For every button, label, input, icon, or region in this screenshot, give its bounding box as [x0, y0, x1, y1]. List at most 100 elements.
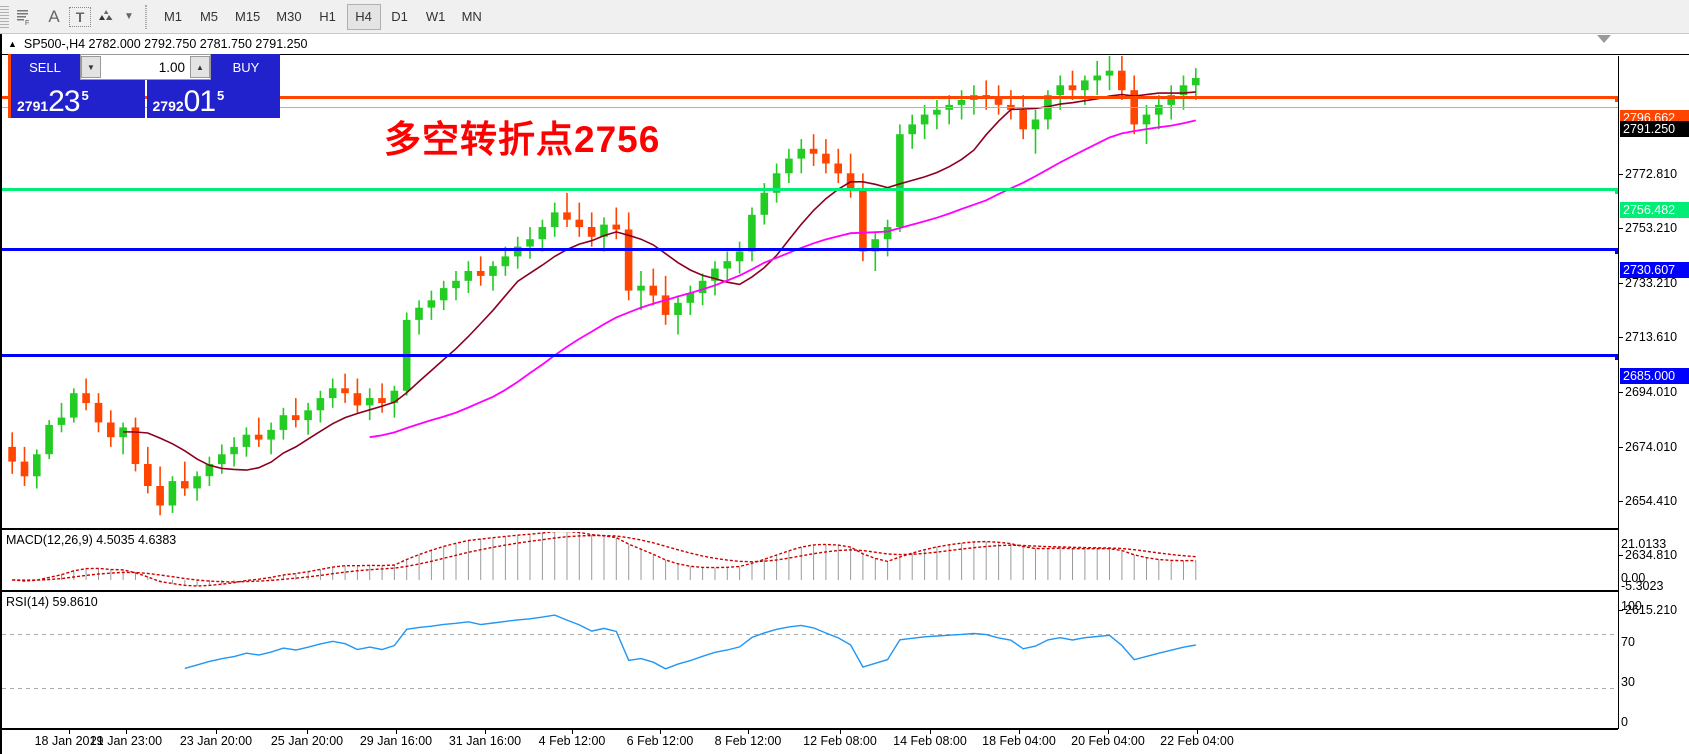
- axis-corner: [1618, 729, 1689, 754]
- sell-price-cell[interactable]: 2791 23 5: [11, 80, 145, 118]
- main-toolbar: F A T ▼ M1 M5 M15 M30 H1 H4 D1 W1 MN: [0, 0, 1689, 34]
- time-axis-label: 18 Feb 04:00: [982, 734, 1056, 748]
- time-tick-mark: [485, 730, 486, 734]
- indicator-tick: 21.0133: [1621, 537, 1667, 551]
- time-axis-label: 23 Jan 20:00: [179, 734, 253, 748]
- symbol-header: ▲ SP500-,H4 2782.000 2792.750 2781.750 2…: [2, 34, 1689, 54]
- time-axis-label: 6 Feb 12:00: [626, 734, 694, 748]
- volume-decrease-button[interactable]: ▼: [81, 56, 101, 78]
- volume-value[interactable]: 1.00: [158, 59, 185, 75]
- pivot-tag[interactable]: 2756.482: [1620, 202, 1689, 218]
- buy-price-main: 01: [183, 85, 216, 118]
- timeframe-m1[interactable]: M1: [163, 9, 183, 24]
- timeframe-h1[interactable]: H1: [319, 9, 336, 24]
- toolbar-grip[interactable]: [0, 5, 9, 28]
- time-axis-label: 31 Jan 16:00: [448, 734, 522, 748]
- price-tick: 2654.410: [1619, 494, 1689, 508]
- volume-increase-button[interactable]: ▲: [190, 56, 210, 78]
- time-axis-label: 14 Feb 08:00: [893, 734, 967, 748]
- crosshair-icon[interactable]: F: [9, 2, 39, 32]
- level-handle[interactable]: [1615, 188, 1618, 194]
- price-axis[interactable]: 2772.810 2753.210 2733.210 2713.610 2694.010…: [1618, 56, 1689, 729]
- price-tick: 2634.810: [1619, 548, 1689, 562]
- support2-tag[interactable]: 2685.000: [1620, 368, 1689, 384]
- time-axis-label: 20 Feb 04:00: [1071, 734, 1145, 748]
- level-line-pivot[interactable]: [2, 188, 1618, 194]
- timeframe-m5[interactable]: M5: [199, 9, 219, 24]
- time-tick-mark: [307, 730, 308, 734]
- rsi-pane[interactable]: RSI(14) 59.8610: [2, 594, 1618, 729]
- time-axis-label: 29 Jan 16:00: [359, 734, 433, 748]
- timeframe-mn[interactable]: MN: [461, 9, 482, 24]
- time-tick-mark: [216, 730, 217, 734]
- level-line-support2[interactable]: [2, 354, 1618, 360]
- indicator-tick: 30: [1621, 675, 1635, 689]
- time-axis-label: 18 Jan 2019: [34, 734, 104, 748]
- price-tick: 2753.210: [1619, 221, 1689, 235]
- price-pane[interactable]: 多空转折点2756: [2, 56, 1618, 530]
- timeframe-h4[interactable]: H4: [346, 3, 381, 30]
- price-tick: 2694.010: [1619, 385, 1689, 399]
- scroll-down-icon[interactable]: [1597, 35, 1611, 43]
- time-axis[interactable]: 18 Jan 2019 21 Jan 23:00 23 Jan 20:00 25 Ja…: [2, 729, 1689, 754]
- volume-input[interactable]: ▼ 1.00 ▲: [80, 54, 211, 80]
- one-click-trading-panel[interactable]: SELL ▼ 1.00 ▲ BUY 2791 23 5 2792 01 5: [8, 54, 280, 118]
- price-tick: 2674.010: [1619, 440, 1689, 454]
- time-axis-label: 25 Jan 20:00: [270, 734, 344, 748]
- last-price-tag[interactable]: 2791.250: [1620, 121, 1689, 137]
- time-axis-label: 12 Feb 08:00: [803, 734, 877, 748]
- price-tick: 2713.610: [1619, 330, 1689, 344]
- price-tick: 2733.210: [1619, 276, 1689, 290]
- level-handle[interactable]: [1615, 354, 1618, 360]
- text-box-icon[interactable]: T: [69, 6, 91, 27]
- level-line-resistance[interactable]: [2, 96, 1618, 102]
- indicator-tick: 0.00: [1621, 571, 1646, 585]
- level-handle[interactable]: [1615, 248, 1618, 254]
- chevron-down-icon[interactable]: ▼: [124, 11, 134, 22]
- support1-tag[interactable]: 2730.607: [1620, 262, 1689, 278]
- timeframe-w1[interactable]: W1: [425, 9, 446, 24]
- symbol-ohlc-text: SP500-,H4 2782.000 2792.750 2781.750 279…: [23, 37, 308, 51]
- collapse-icon[interactable]: ▲: [8, 39, 17, 49]
- svg-text:F: F: [25, 20, 29, 26]
- chart-annotation: 多空转折点2756: [384, 119, 661, 160]
- time-axis-label: 21 Jan 23:00: [89, 734, 163, 748]
- indicator-tick: 0: [1621, 715, 1628, 729]
- time-axis-label: 4 Feb 12:00: [538, 734, 606, 748]
- time-tick-mark: [69, 730, 70, 734]
- sell-price-fraction: 5: [81, 88, 89, 103]
- objects-icon[interactable]: [91, 2, 121, 32]
- sell-price-main: 23: [48, 85, 80, 118]
- buy-button[interactable]: BUY: [232, 59, 260, 75]
- timeframe-m30[interactable]: M30: [276, 9, 302, 24]
- time-axis-label: 22 Feb 04:00: [1160, 734, 1234, 748]
- price-tick: 2615.210: [1619, 603, 1689, 617]
- level-handle[interactable]: [1615, 96, 1618, 102]
- timeframe-d1[interactable]: D1: [391, 9, 408, 24]
- rsi-label: RSI(14) 59.8610: [6, 595, 98, 609]
- timeframe-group: M1 M5 M15 M30 H1 H4 D1 W1 MN: [155, 3, 490, 30]
- buy-price-cell[interactable]: 2792 01 5: [146, 80, 280, 118]
- sell-button[interactable]: SELL: [29, 59, 61, 75]
- time-tick-mark: [748, 730, 749, 734]
- level-line-last[interactable]: [2, 107, 1618, 108]
- price-tick: 2772.810: [1619, 167, 1689, 181]
- timeframe-m15[interactable]: M15: [235, 9, 261, 24]
- chart-window: ▲ SP500-,H4 2782.000 2792.750 2781.750 2…: [0, 34, 1689, 754]
- time-axis-label: 8 Feb 12:00: [714, 734, 782, 748]
- macd-pane[interactable]: MACD(12,26,9) 4.5035 4.6383: [2, 532, 1618, 592]
- time-tick-mark: [660, 730, 661, 734]
- time-tick-mark: [126, 730, 127, 734]
- time-tick-mark: [1108, 730, 1109, 734]
- macd-label: MACD(12,26,9) 4.5035 4.6383: [6, 533, 177, 547]
- order-prices-row: 2791 23 5 2792 01 5: [11, 80, 280, 118]
- time-tick-mark: [840, 730, 841, 734]
- candlestick-series: [8, 56, 1200, 516]
- buy-price-integer: 2792: [152, 98, 184, 114]
- time-tick-mark: [930, 730, 931, 734]
- toolbar-separator: [145, 4, 147, 29]
- time-tick-mark: [572, 730, 573, 734]
- time-tick-mark: [1019, 730, 1020, 734]
- text-label-icon[interactable]: A: [48, 6, 60, 26]
- level-line-support1[interactable]: [2, 248, 1618, 254]
